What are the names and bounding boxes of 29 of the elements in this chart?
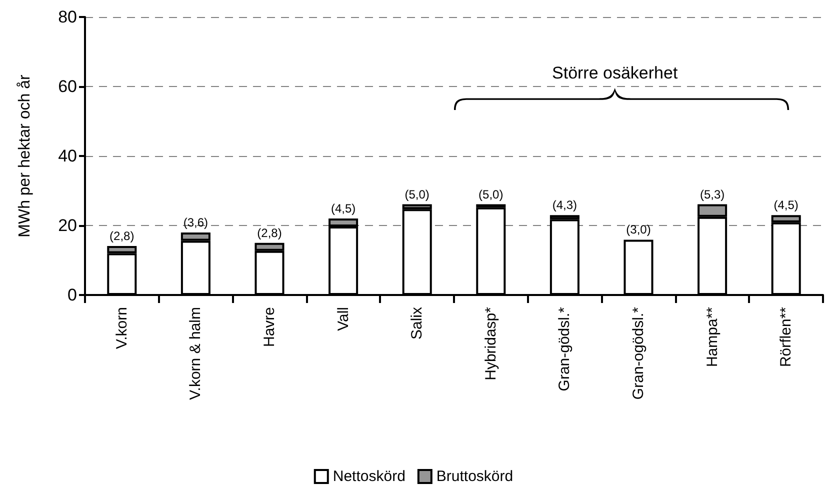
y-tick-label: 0 [68,286,77,304]
x-tick-label: V.korn [113,307,130,349]
x-tick-label: Rörflen** [778,306,795,368]
y-tick-label: 40 [58,146,77,166]
y-axis-title: MWh per hektar och år [16,74,34,238]
annotation: (5,0) [478,187,504,202]
annotation: (5,3) [700,187,725,202]
x-tick-label: Gran-gödsl.* [556,306,574,392]
annotation: (2,8) [257,226,282,240]
legend-label: Bruttoskörd [436,468,514,485]
y-tick-label: 80 [58,8,77,26]
x-tick-label: Hampa** [704,306,721,368]
x-tick-label: Gran-ogödsl.* [630,306,647,400]
annotation: (3,0) [626,222,651,237]
x-tick-label: Salix [408,306,426,340]
x-tick-label: Havre [261,307,278,348]
y-tick-label: 20 [58,216,77,235]
annotation: (4,5) [774,198,798,212]
annotation: (4,3) [552,198,578,212]
annotation: Större osäkerhet [552,64,678,82]
annotation: (4,5) [330,202,356,216]
annotation: (3,6) [183,215,208,230]
annotation: (2,8) [110,229,134,244]
x-tick-label: Vall [334,307,352,331]
x-tick-label: V.korn & halm [187,307,204,400]
x-tick-label: Hybridasp* [482,306,500,380]
legend-label: Nettoskörd [332,468,406,485]
annotation: (5,0) [404,187,430,202]
y-tick-label: 60 [58,77,77,96]
